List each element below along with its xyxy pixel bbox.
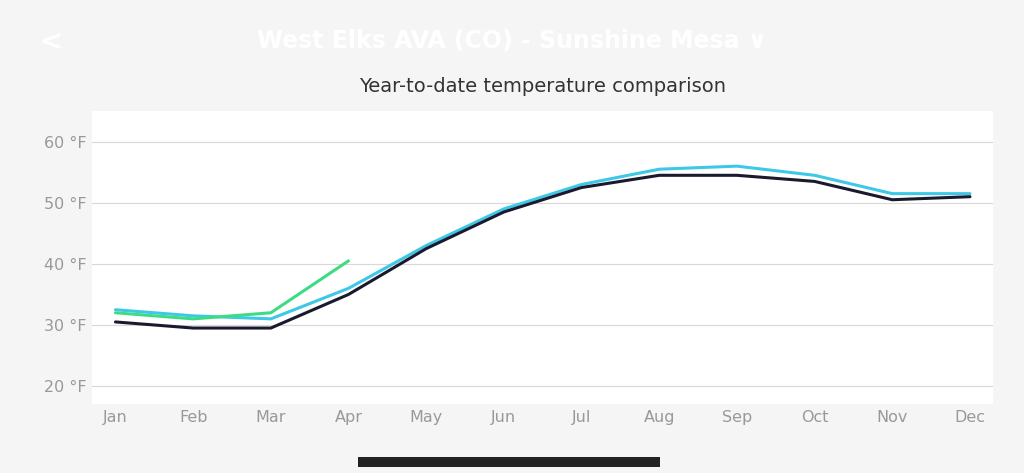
Text: <: < — [40, 27, 62, 55]
Text: West Elks AVA (CO) - Sunshine Mesa ∨: West Elks AVA (CO) - Sunshine Mesa ∨ — [257, 29, 767, 53]
FancyBboxPatch shape — [313, 455, 706, 469]
Title: Year-to-date temperature comparison: Year-to-date temperature comparison — [359, 77, 726, 96]
Legend: 2022, 2023, 2024: 2022, 2023, 2024 — [401, 471, 684, 473]
